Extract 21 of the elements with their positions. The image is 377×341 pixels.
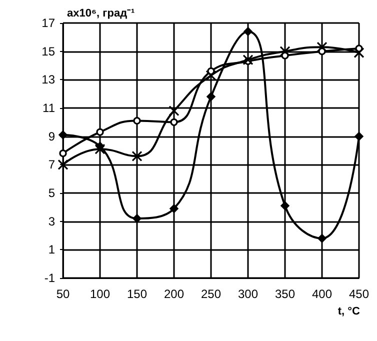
y-tick-label: 1 — [48, 242, 56, 257]
x-axis-title: t, °C — [338, 306, 360, 318]
y-tick-label: 17 — [42, 16, 56, 30]
x-tick-label: 100 — [90, 287, 110, 301]
x-tick-label: 300 — [238, 287, 258, 301]
x-tick-label: 50 — [56, 287, 70, 301]
y-tick-label: 13 — [42, 72, 56, 87]
y-tick-label: 15 — [42, 44, 56, 58]
x-tick-label: 400 — [312, 287, 332, 301]
x-tick-label: 450 — [348, 287, 370, 301]
y-axis-title: ax10⁶, град⁻¹ — [67, 8, 136, 20]
y-tick-label: -1 — [44, 271, 56, 285]
x-tick-label: 150 — [126, 287, 148, 301]
y-tick-label: 7 — [48, 158, 56, 172]
y-tick-label: 5 — [48, 186, 56, 200]
x-tick-label: 250 — [200, 287, 222, 301]
y-tick-label: 9 — [48, 129, 56, 144]
y-tick-label: 3 — [48, 214, 56, 228]
x-tick-label: 200 — [164, 287, 184, 301]
y-tick-label: 11 — [42, 101, 56, 115]
x-tick-label: 350 — [274, 287, 296, 301]
